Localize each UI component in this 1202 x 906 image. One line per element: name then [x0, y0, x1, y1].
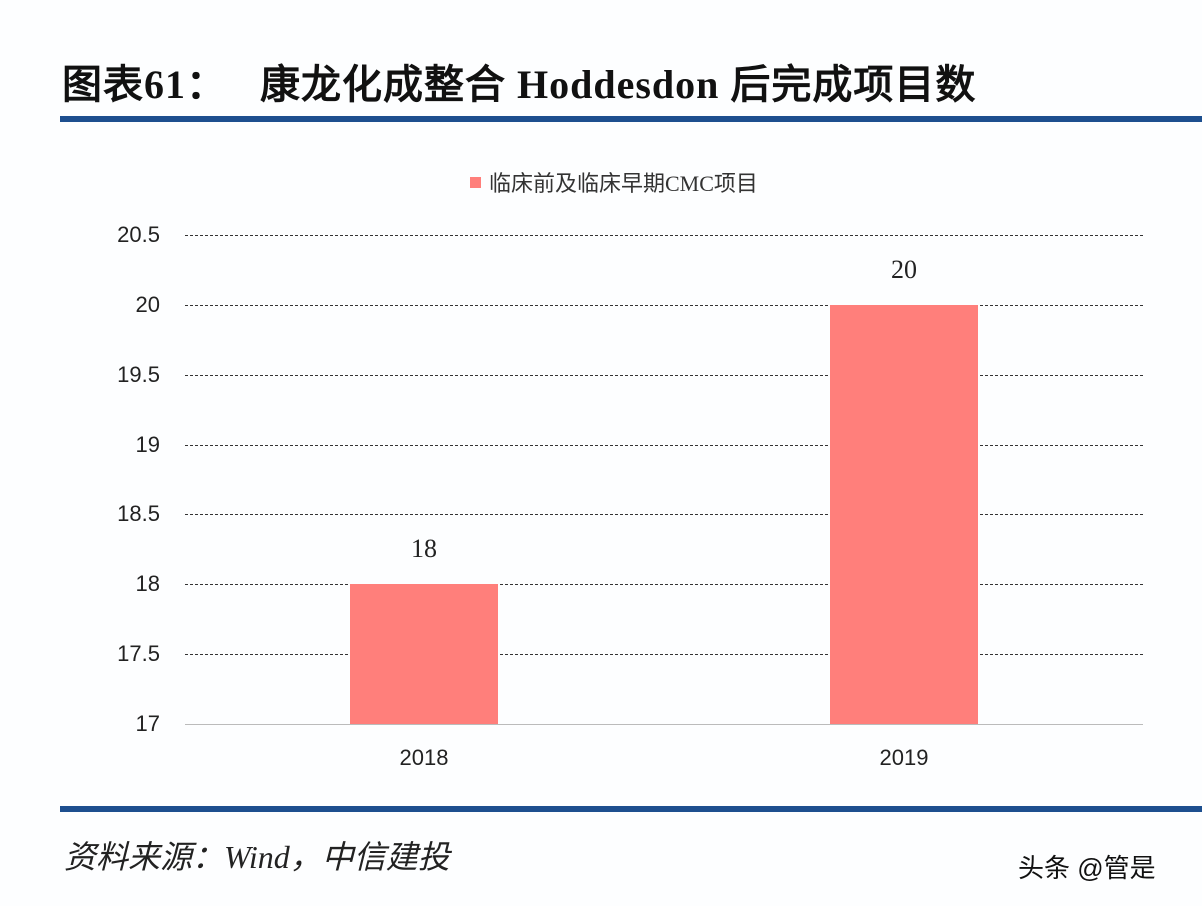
legend-swatch: [470, 176, 481, 188]
data-label: 20: [891, 254, 917, 284]
data-label: 18: [411, 534, 437, 564]
bar-2018: [350, 584, 498, 724]
x-tick-label: 2018: [399, 745, 449, 770]
y-tick-label: 18.5: [117, 501, 160, 527]
bar-2019: [830, 304, 978, 724]
top-rule: [60, 116, 1202, 122]
x-axis-line: [185, 724, 1143, 725]
gridline: [185, 584, 1143, 586]
watermark: 头条 @管是: [1018, 853, 1156, 883]
gridline: [185, 654, 1143, 656]
legend-label: 临床前及临床早期CMC项目: [489, 171, 758, 196]
page-title: 图表61： 康龙化成整合 Hoddesdon 后完成项目数: [62, 62, 977, 107]
y-tick-label: 20: [135, 291, 160, 317]
bottom-rule: [60, 806, 1202, 812]
y-tick-label: 18: [135, 571, 160, 597]
source-note: 资料来源：Wind，中信建投: [64, 839, 450, 875]
gridline: [185, 444, 1143, 446]
gridline: [185, 514, 1143, 516]
gridline: [185, 235, 1143, 236]
y-tick-label: 17: [135, 711, 160, 736]
gridline: [185, 304, 1143, 306]
x-tick-label: 2019: [879, 745, 929, 770]
y-tick-label: 20.5: [117, 222, 160, 247]
y-tick-label: 19.5: [117, 361, 160, 387]
gridline: [185, 374, 1143, 376]
y-tick-label: 19: [135, 431, 160, 457]
chart-legend: 临床前及临床早期CMC项目: [470, 166, 758, 198]
y-tick-label: 17.5: [117, 641, 160, 667]
